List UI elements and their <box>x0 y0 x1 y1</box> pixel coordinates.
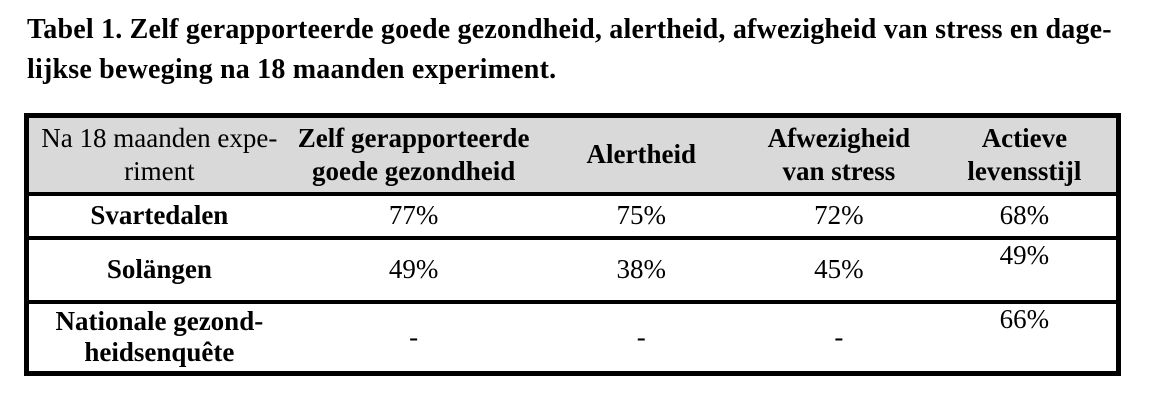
table-row-solangen: Solängen 49% 38% 45% 49% <box>26 237 1119 304</box>
value-cell-solangen-health: 49% <box>289 237 538 304</box>
value-cell-svartedalen-stress: 72% <box>745 193 933 240</box>
row-label-national-survey: Nationale gezond- heidsenquête <box>26 301 290 376</box>
row-label-solangen: Solängen <box>26 237 290 304</box>
table-row-svartedalen: Svartedalen 77% 75% 72% 68% <box>26 193 1119 240</box>
value-cell-svartedalen-lifestyle: 68% <box>932 193 1119 240</box>
value-cell-svartedalen-health: 77% <box>289 193 538 240</box>
value-cell-svartedalen-alertness: 75% <box>537 193 746 240</box>
value-cell-national-lifestyle: 66% <box>932 301 1119 376</box>
value-cell-solangen-alertness: 38% <box>537 237 746 304</box>
header-cell-active-lifestyle: Actieve levensstijl <box>932 115 1119 196</box>
row-label-svartedalen: Svartedalen <box>26 193 290 240</box>
results-table: Na 18 maanden expe- riment Zelf gerappor… <box>24 113 1121 376</box>
value-cell-national-stress: - <box>745 301 933 376</box>
value-cell-national-alertness: - <box>537 301 746 376</box>
header-cell-absence-of-stress: Afwezigheid van stress <box>745 115 933 196</box>
table-caption: Tabel 1. Zelf gerapporteerde goede gezon… <box>27 14 1112 85</box>
header-cell-alertness: Alertheid <box>537 115 746 196</box>
table-row-national-survey: Nationale gezond- heidsenquête - - - 66% <box>26 301 1119 376</box>
table-header-row: Na 18 maanden expe- riment Zelf gerappor… <box>26 115 1119 196</box>
value-cell-national-health: - <box>289 301 538 376</box>
header-cell-self-reported-health: Zelf gerapporteerde goede gezondheid <box>289 115 538 196</box>
header-cell-row-label: Na 18 maanden expe- riment <box>26 115 290 196</box>
value-cell-solangen-stress: 45% <box>745 237 933 304</box>
value-cell-solangen-lifestyle: 49% <box>932 237 1119 304</box>
